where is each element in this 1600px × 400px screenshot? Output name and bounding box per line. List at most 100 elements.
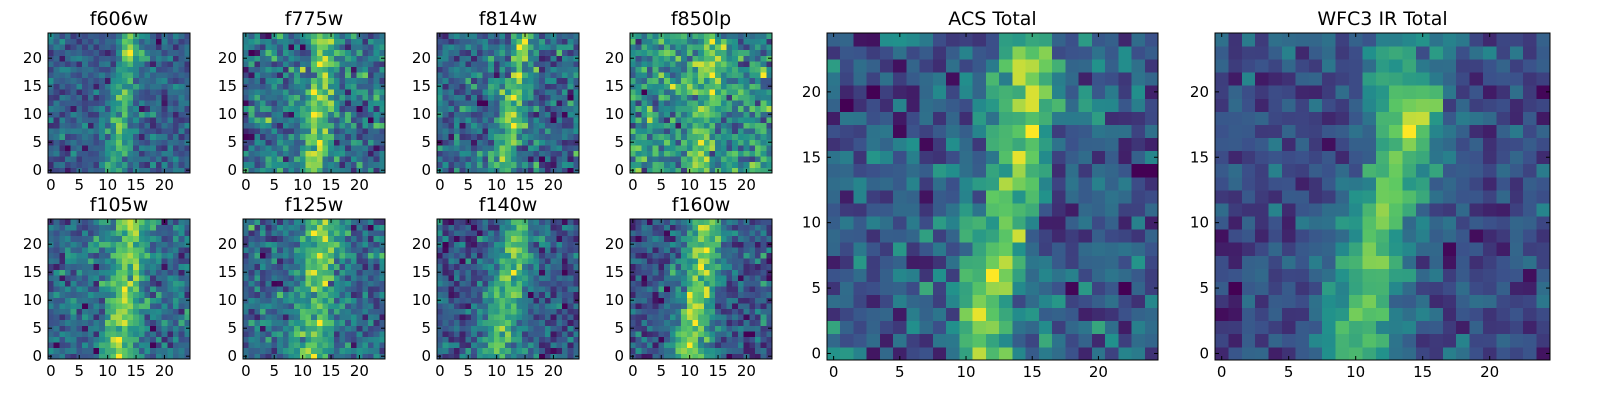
heatmap-cell bbox=[271, 224, 278, 231]
heatmap-cell bbox=[556, 55, 563, 62]
heatmap-cell bbox=[539, 314, 546, 321]
heatmap-cell bbox=[681, 286, 688, 293]
heatmap-cell bbox=[116, 38, 123, 45]
heatmap-cell bbox=[465, 128, 472, 135]
heatmap-cell bbox=[305, 100, 312, 107]
heatmap-cell bbox=[260, 319, 267, 326]
heatmap-cell bbox=[465, 286, 472, 293]
x-tick-label: 20 bbox=[544, 176, 563, 194]
heatmap-cell bbox=[260, 252, 267, 259]
heatmap-cell bbox=[121, 297, 128, 304]
heatmap-cell bbox=[53, 230, 60, 237]
heatmap-cell bbox=[373, 275, 380, 281]
heatmap-cell bbox=[471, 72, 478, 79]
heatmap-cell bbox=[294, 258, 301, 265]
heatmap-cell bbox=[539, 33, 546, 39]
heatmap-cell bbox=[522, 224, 529, 231]
heatmap-cell bbox=[476, 286, 483, 293]
heatmap-cell bbox=[499, 286, 506, 293]
heatmap-cell bbox=[184, 263, 191, 270]
heatmap-cell bbox=[116, 275, 123, 281]
heatmap-cell bbox=[367, 235, 375, 242]
heatmap-cell bbox=[328, 314, 335, 321]
heatmap-cell bbox=[573, 247, 580, 253]
heatmap-cell bbox=[299, 308, 306, 315]
heatmap-cell bbox=[754, 139, 762, 146]
heatmap-cell bbox=[288, 33, 295, 39]
heatmap-cell bbox=[150, 156, 157, 163]
heatmap-cell bbox=[277, 252, 284, 259]
heatmap-cell bbox=[59, 275, 66, 281]
heatmap-cell bbox=[144, 347, 151, 354]
heatmap-cell bbox=[459, 145, 466, 151]
heatmap-cell bbox=[709, 331, 716, 337]
heatmap-cell bbox=[669, 49, 676, 56]
heatmap-cell bbox=[465, 319, 472, 326]
heatmap-cell bbox=[260, 111, 267, 118]
heatmap-cell bbox=[635, 55, 642, 62]
heatmap-cell bbox=[299, 105, 306, 112]
heatmap-cell bbox=[277, 33, 284, 39]
heatmap-cell bbox=[144, 342, 151, 349]
heatmap-cell bbox=[641, 308, 648, 315]
y-tick-label: 15 bbox=[23, 77, 42, 95]
heatmap-cell bbox=[144, 167, 151, 174]
heatmap-cell bbox=[305, 105, 312, 112]
heatmap-cell bbox=[550, 77, 557, 84]
heatmap-cell bbox=[345, 66, 352, 73]
heatmap-cell bbox=[493, 128, 500, 135]
heatmap-cell bbox=[184, 145, 191, 151]
heatmap-cell bbox=[155, 72, 162, 79]
heatmap-cell bbox=[533, 139, 540, 146]
heatmap-cell bbox=[144, 258, 151, 265]
heatmap-cell bbox=[311, 38, 318, 45]
heatmap-cell bbox=[167, 342, 174, 349]
heatmap-cell bbox=[760, 161, 767, 168]
heatmap-cell bbox=[448, 33, 455, 39]
heatmap-cell bbox=[104, 111, 111, 118]
heatmap-cell bbox=[254, 55, 261, 62]
heatmap-cell bbox=[333, 105, 340, 112]
heatmap-cell bbox=[87, 308, 94, 315]
heatmap-cell bbox=[732, 128, 739, 135]
heatmap-cell bbox=[294, 331, 301, 337]
heatmap-cell bbox=[322, 83, 329, 90]
heatmap-cell bbox=[732, 314, 739, 321]
heatmap-cell bbox=[65, 55, 72, 62]
heatmap-cell bbox=[669, 145, 676, 151]
heatmap-cell bbox=[556, 122, 563, 129]
heatmap-cell bbox=[59, 235, 66, 242]
heatmap-cell bbox=[138, 128, 145, 135]
heatmap-cell bbox=[664, 77, 671, 84]
x-tick-label: 15 bbox=[126, 362, 145, 380]
heatmap-cell bbox=[556, 111, 563, 118]
heatmap-cell bbox=[454, 347, 461, 354]
heatmap-cell bbox=[533, 258, 540, 265]
heatmap-cell bbox=[715, 325, 722, 332]
heatmap-cell bbox=[271, 111, 278, 118]
heatmap-cell bbox=[110, 353, 117, 360]
heatmap-cell bbox=[454, 145, 461, 151]
heatmap-cell bbox=[277, 336, 284, 343]
heatmap-cell bbox=[333, 263, 340, 270]
heatmap-cell bbox=[277, 331, 284, 337]
heatmap-cell bbox=[305, 303, 312, 309]
heatmap-cell bbox=[161, 128, 168, 135]
heatmap-cell bbox=[465, 342, 472, 349]
heatmap-cell bbox=[144, 72, 151, 79]
heatmap-cell bbox=[138, 275, 145, 281]
heatmap-cell bbox=[493, 117, 500, 123]
heatmap-cell bbox=[550, 133, 557, 140]
heatmap-cell bbox=[294, 230, 301, 237]
heatmap-cell bbox=[493, 83, 500, 90]
heatmap-cell bbox=[510, 230, 517, 237]
heatmap-cell bbox=[248, 235, 255, 242]
heatmap-cell bbox=[362, 133, 369, 140]
heatmap-cell bbox=[155, 325, 162, 332]
heatmap-cell bbox=[282, 275, 289, 281]
heatmap-cell bbox=[76, 286, 83, 293]
heatmap-cell bbox=[282, 139, 289, 146]
heatmap-cell bbox=[110, 331, 117, 337]
heatmap-cell bbox=[561, 105, 569, 112]
heatmap-cell bbox=[350, 347, 357, 354]
